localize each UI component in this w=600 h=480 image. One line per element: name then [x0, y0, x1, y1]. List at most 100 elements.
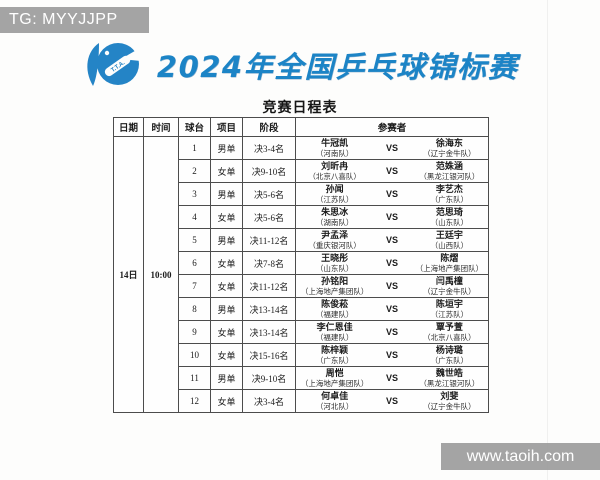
- participants-wrap: 牛冠凯 （河南队） VS 徐海东 （辽宁金牛队）: [297, 137, 488, 159]
- player2: 陈熠 （上海地产集团队）: [411, 253, 488, 274]
- table-number-cell: 4: [178, 205, 211, 229]
- player2-name: 闫禹橦: [435, 275, 463, 286]
- player2-name: 徐海东: [435, 137, 463, 148]
- player1: 陈梓颖 （广东队）: [297, 344, 374, 366]
- event-cell: 男单: [210, 182, 243, 206]
- participants-wrap: 何卓佳 （河北队） VS 刘斐 （辽宁金牛队）: [297, 390, 488, 412]
- vs-label: VS: [385, 235, 398, 245]
- schedule-subtitle: 竞赛日程表: [262, 101, 338, 116]
- player1-name: 孙铭阳: [321, 275, 349, 286]
- player2-team: （辽宁金牛队）: [423, 401, 476, 411]
- vs-label: VS: [385, 143, 398, 153]
- event-cell: 女单: [210, 159, 243, 183]
- stage-cell: 决5-6名: [242, 205, 296, 229]
- player2: 王廷宇 （山西队）: [411, 230, 488, 251]
- time-cell: 10:00: [143, 136, 179, 413]
- col-header-event: 项目: [210, 117, 243, 137]
- participants-cell: 孙铭阳 （上海地产集团队） VS 闫禹橦 （辽宁金牛队）: [295, 274, 489, 298]
- player2-name: 杨诗璐: [435, 344, 463, 355]
- participants-wrap: 孙闻 （江苏队） VS 李艺杰 （广东队）: [297, 184, 488, 205]
- stage-cell: 决7-8名: [242, 251, 296, 275]
- player1-team: （湖南队）: [315, 217, 354, 227]
- player1: 陈俊菘 （福建队）: [297, 298, 374, 320]
- player1-team: （河南队）: [315, 148, 354, 158]
- player1: 孙闻 （江苏队）: [297, 184, 374, 205]
- col-header-date: 日期: [113, 117, 144, 137]
- participants-cell: 陈俊菘 （福建队） VS 陈垣宇 （江苏队）: [295, 297, 489, 321]
- player2-team: （辽宁金牛队）: [423, 148, 476, 158]
- stage-cell: 决11-12名: [242, 228, 296, 252]
- participants-cell: 孙闻 （江苏队） VS 李艺杰 （广东队）: [295, 182, 489, 206]
- player1-name: 陈梓颖: [321, 344, 349, 355]
- player1: 王晓彤 （山东队）: [297, 253, 374, 274]
- stage-cell: 决9-10名: [242, 366, 296, 390]
- player1: 刘昕冉 （北京八喜队）: [297, 160, 374, 182]
- participants-wrap: 尹孟泽 （重庆银河队） VS 王廷宇 （山西队）: [297, 229, 488, 251]
- stage-cell: 决15-16名: [242, 343, 296, 367]
- player1: 李仁恩佳 （福建队）: [297, 322, 374, 343]
- player2-team: （北京八喜队）: [423, 332, 476, 342]
- col-header-time: 时间: [143, 117, 179, 137]
- player2: 刘斐 （辽宁金牛队）: [411, 391, 488, 412]
- table-number-cell: 9: [178, 320, 211, 344]
- table-number-cell: 11: [178, 366, 211, 390]
- player1-name: 何卓佳: [321, 390, 349, 401]
- participants-wrap: 陈梓颖 （广东队） VS 杨诗璐 （广东队）: [297, 344, 488, 366]
- player1: 牛冠凯 （河南队）: [297, 137, 374, 159]
- player1-team: （河北队）: [315, 401, 354, 411]
- page-title: 2024年全国乒乓球锦标赛: [156, 50, 519, 84]
- table-row: 3 男单 决5-6名 孙闻 （江苏队） VS 李艺杰 （广东队）: [114, 182, 489, 206]
- vs-label: VS: [385, 189, 398, 199]
- player1-team: （上海地产集团队）: [300, 286, 369, 296]
- player2-name: 魏世皓: [435, 367, 463, 378]
- participants-cell: 周恺 （上海地产集团队） VS 魏世皓 （黑龙江银河队）: [295, 366, 489, 390]
- event-cell: 男单: [210, 366, 243, 390]
- participants-cell: 何卓佳 （河北队） VS 刘斐 （辽宁金牛队）: [295, 389, 489, 413]
- stage-cell: 决9-10名: [242, 159, 296, 183]
- vs-label: VS: [385, 258, 398, 268]
- player2-team: （辽宁金牛队）: [423, 286, 476, 296]
- player2-name: 刘斐: [440, 390, 459, 401]
- player2-name: 范思琦: [435, 206, 463, 217]
- col-header-stage: 阶段: [242, 117, 296, 137]
- player1-name: 刘昕冉: [321, 160, 349, 171]
- table-number-cell: 7: [178, 274, 211, 298]
- stage-cell: 决3-4名: [242, 389, 296, 413]
- schedule-table-body: 14日 10:00 1 男单 决3-4名 牛冠凯 （河南队） VS 徐海东 （辽宁金牛队） 2 女单决…: [113, 136, 489, 413]
- table-number-cell: 12: [178, 389, 211, 413]
- participants-wrap: 周恺 （上海地产集团队） VS 魏世皓 （黑龙江银河队）: [297, 367, 488, 389]
- player2: 魏世皓 （黑龙江银河队）: [411, 368, 488, 389]
- player2: 闫禹橦 （辽宁金牛队）: [411, 276, 488, 297]
- player1-name: 陈俊菘: [321, 298, 349, 309]
- player2: 范思琦 （山东队）: [411, 207, 488, 228]
- table-number-cell: 5: [178, 228, 211, 252]
- player2: 徐海东 （辽宁金牛队）: [411, 138, 488, 159]
- table-number-cell: 1: [178, 136, 211, 160]
- player1-team: （重庆银河队）: [308, 240, 361, 250]
- table-number-cell: 2: [178, 159, 211, 183]
- player1-name: 朱思冰: [321, 206, 349, 217]
- table-number-cell: 3: [178, 182, 211, 206]
- participants-cell: 刘昕冉 （北京八喜队） VS 范姝涵 （黑龙江银河队）: [295, 159, 489, 183]
- table-row: 14日 10:00 1 男单 决3-4名 牛冠凯 （河南队） VS 徐海东 （辽宁金牛队）: [113, 136, 489, 413]
- participants-cell: 尹孟泽 （重庆银河队） VS 王廷宇 （山西队）: [295, 228, 489, 252]
- player2: 陈垣宇 （江苏队）: [411, 299, 488, 320]
- player1: 孙铭阳 （上海地产集团队）: [297, 275, 374, 297]
- player2-name: 陈垣宇: [435, 298, 463, 309]
- vs-label: VS: [385, 373, 398, 383]
- event-cell: 男单: [210, 228, 243, 252]
- participants-cell: 李仁恩佳 （福建队） VS 覃予萱 （北京八喜队）: [295, 320, 489, 344]
- table-row: 12 女单 决3-4名 何卓佳 （河北队） VS 刘斐 （辽宁金牛队）: [114, 389, 489, 413]
- player1-name: 周恺: [325, 367, 344, 378]
- player1-team: （福建队）: [315, 309, 354, 319]
- player2-team: （山西队）: [430, 240, 469, 250]
- vs-label: VS: [385, 212, 398, 222]
- scan-artifact-line: [547, 0, 548, 480]
- participants-wrap: 孙铭阳 （上海地产集团队） VS 闫禹橦 （辽宁金牛队）: [297, 275, 488, 297]
- participants-cell: 王晓彤 （山东队） VS 陈熠 （上海地产集团队）: [295, 251, 489, 275]
- player1-name: 牛冠凯: [321, 137, 349, 148]
- vs-label: VS: [385, 396, 398, 406]
- player1-name: 尹孟泽: [321, 229, 349, 240]
- vs-label: VS: [385, 166, 398, 176]
- event-cell: 男单: [210, 136, 243, 160]
